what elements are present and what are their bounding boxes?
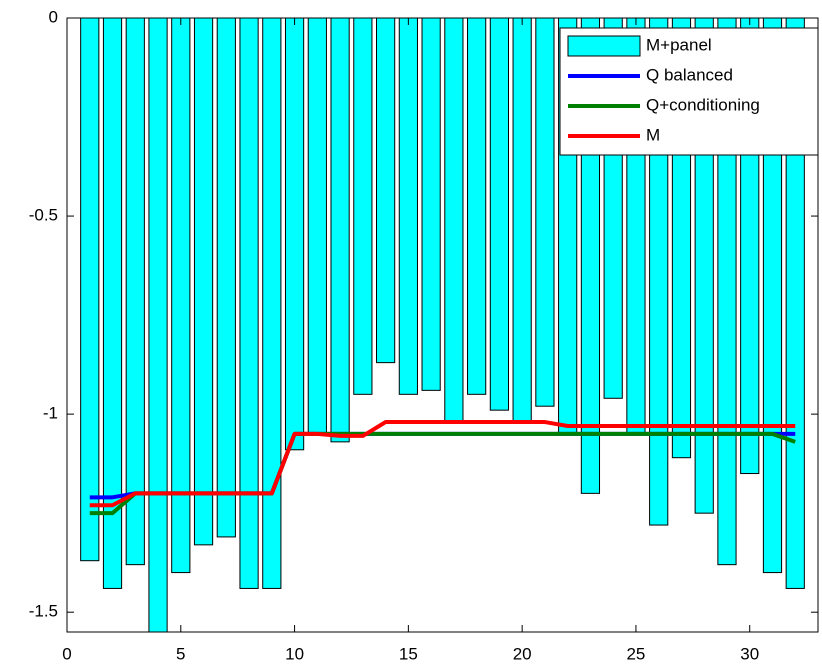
bar — [216, 18, 236, 538]
line — [89, 420, 796, 508]
bar — [148, 18, 168, 632]
x-tick-label: 5 — [176, 644, 185, 663]
bar — [307, 18, 327, 435]
bar — [239, 18, 259, 589]
x-tick-label: 30 — [740, 644, 759, 663]
bar — [535, 18, 555, 407]
x-tick-label: 15 — [399, 644, 418, 663]
y-tick-label: 0 — [49, 7, 58, 26]
bar — [467, 18, 487, 395]
bar — [193, 18, 214, 546]
x-tick-label: 20 — [513, 644, 532, 663]
axes-box — [66, 17, 819, 633]
bar — [330, 18, 350, 443]
y-tick-label: -1.5 — [29, 602, 58, 621]
legend-label: Q balanced — [646, 65, 733, 84]
legend-label: M+panel — [646, 35, 712, 54]
y-tick-label: -1 — [43, 404, 58, 423]
x-tick-label: 10 — [285, 644, 304, 663]
y-tick-label: -0.5 — [29, 206, 58, 225]
bar — [489, 18, 509, 411]
bar — [421, 18, 441, 391]
bar — [125, 18, 145, 566]
legend-swatch — [567, 35, 641, 57]
bar — [284, 18, 305, 451]
bar — [262, 18, 282, 589]
bar — [353, 18, 373, 395]
axes: 0 5 10 15 20 25 30 -1.5 -1 -0.5 0 — [29, 7, 819, 663]
bar — [80, 18, 100, 562]
plot-area — [80, 18, 805, 632]
bar — [376, 18, 396, 364]
legend: M+panel Q balanced Q+conditioning M — [559, 27, 819, 156]
bar — [512, 18, 532, 423]
bar — [171, 18, 191, 574]
x-tick-label: 0 — [62, 644, 71, 663]
legend-label: Q+conditioning — [646, 95, 760, 114]
bar — [785, 18, 805, 589]
x-tick-label: 25 — [626, 644, 645, 663]
bar — [102, 18, 123, 589]
legend-label: M — [646, 125, 660, 144]
bar — [444, 18, 464, 423]
bar — [398, 18, 418, 395]
